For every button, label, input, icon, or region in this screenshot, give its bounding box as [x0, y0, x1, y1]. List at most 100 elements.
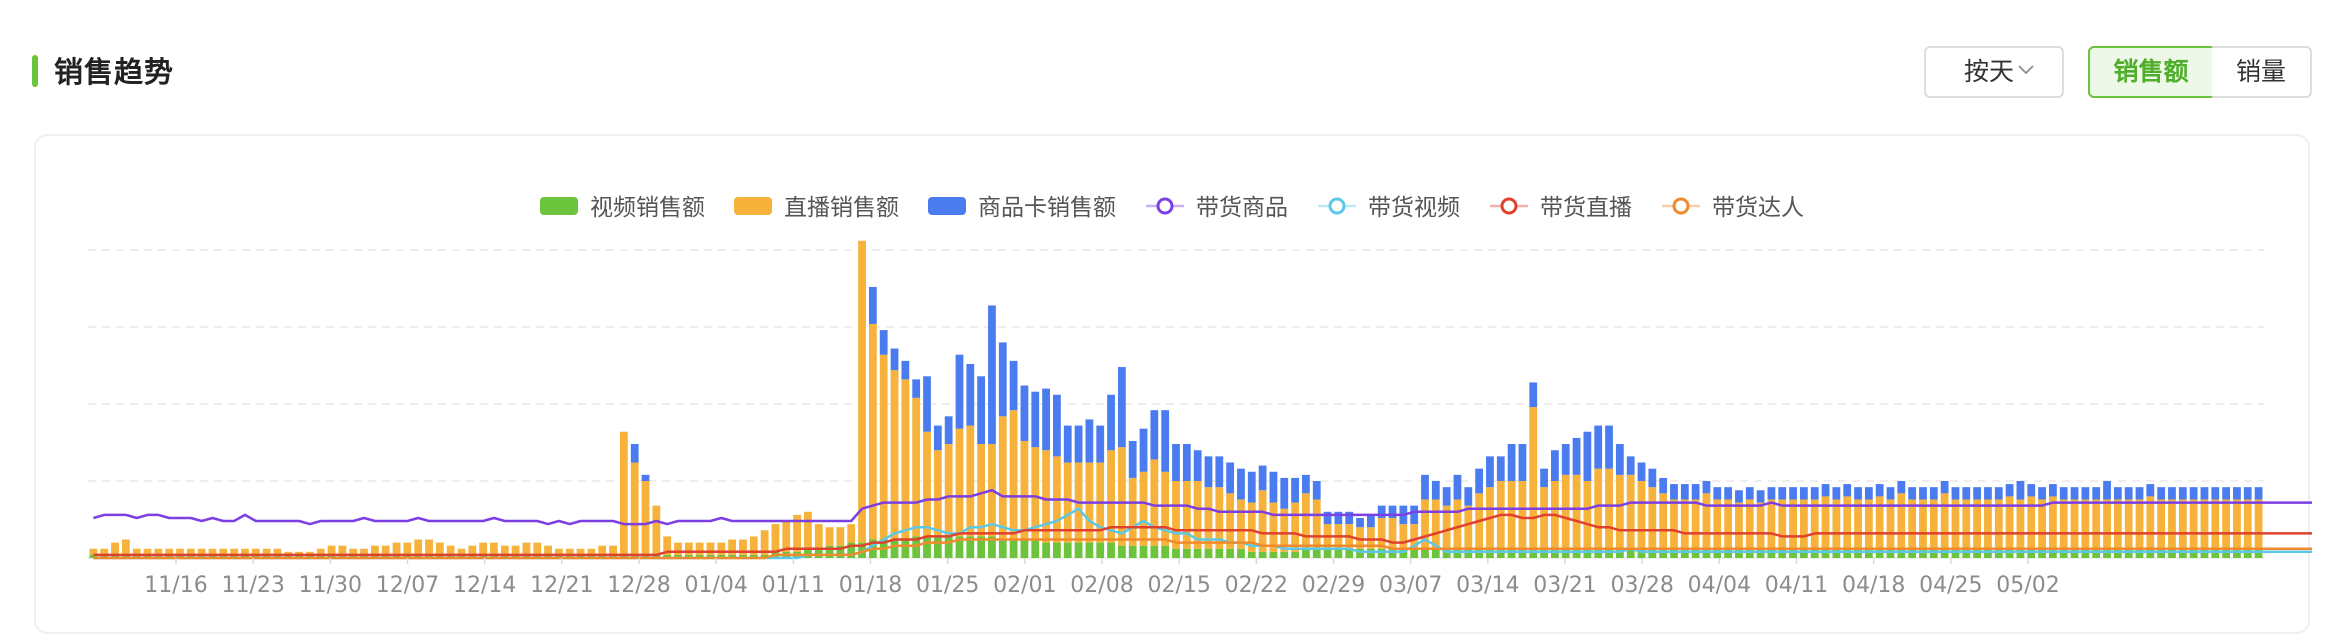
- bar-segment-3: [1962, 487, 1971, 500]
- bar-segment-2: [1670, 499, 1678, 549]
- bar-segment-3: [1496, 456, 1505, 481]
- bar-segment-2: [1269, 502, 1278, 552]
- legend-label: 带货视频: [1368, 195, 1460, 221]
- bar-segment-3: [1864, 487, 1873, 500]
- bar-segment-2: [143, 548, 152, 555]
- bar-segment-3: [1345, 511, 1354, 525]
- bar-segment-2: [1919, 499, 1927, 549]
- bar-segment-2: [598, 545, 607, 555]
- bar-segment-3: [1908, 487, 1917, 500]
- bar-segment-1: [1615, 548, 1624, 558]
- x-tick-label: 03/21: [1533, 573, 1596, 598]
- bar-segment-2: [1800, 499, 1808, 549]
- page-title: 销售趋势: [54, 55, 175, 89]
- bar-segment-1: [1475, 548, 1484, 558]
- bar-segment-1: [490, 554, 498, 558]
- legend-item: 商品卡销售额: [928, 195, 1116, 221]
- bar-segment-1: [1919, 548, 1927, 558]
- legend-item: 视频销售额: [540, 195, 705, 221]
- bar-segment-2: [1421, 499, 1429, 549]
- bar-segment-1: [2168, 548, 2176, 558]
- bar-segment-2: [2243, 499, 2252, 549]
- bar-segment-2: [370, 545, 379, 555]
- bar-segment-2: [814, 524, 823, 549]
- period-select[interactable]: 按天: [1924, 46, 2064, 98]
- bar-segment-2: [208, 548, 217, 555]
- bar-segment-3: [1854, 487, 1862, 500]
- bar-segment-2: [446, 545, 455, 555]
- bar-segment-1: [1096, 542, 1105, 558]
- bar-segment-3: [1031, 391, 1040, 448]
- bar-segment-2: [1572, 474, 1581, 549]
- bar-segment-1: [1594, 548, 1603, 558]
- bar-segment-2: [1713, 499, 1722, 549]
- bar-segment-2: [1994, 499, 2003, 549]
- bar-segment-2: [1940, 493, 1949, 549]
- bar-segment-1: [1572, 548, 1581, 558]
- bar-segment-1: [316, 554, 325, 558]
- bar-segment-1: [1540, 548, 1548, 558]
- bar-segment-1: [522, 554, 531, 558]
- bar-segment-3: [933, 425, 942, 451]
- bar-segment-1: [414, 554, 423, 558]
- bar-segment-1: [241, 554, 249, 558]
- sales-trend-chart-card: 11/16 11/23 11/30 12/07 12/14 12/21 12/28 01/04…: [34, 134, 2312, 634]
- x-tick-label: 02/01: [993, 573, 1056, 598]
- bar-segment-3: [2070, 487, 2079, 500]
- bar-segment-2: [1204, 487, 1213, 549]
- bar-segment-3: [1594, 425, 1603, 469]
- metric-toggle-sales-amount[interactable]: 销售额: [2088, 46, 2214, 98]
- bar-segment-2: [847, 524, 856, 543]
- bar-segment-1: [1464, 548, 1473, 558]
- bar-segment-1: [295, 554, 303, 558]
- metric-toggle-sales-volume[interactable]: 销量: [2212, 46, 2312, 98]
- x-tick-label: 05/02: [1996, 573, 2059, 598]
- bar-segment-1: [2157, 548, 2166, 558]
- bar-segment-3: [1507, 444, 1516, 481]
- bar-segment-1: [262, 554, 271, 558]
- bar-segment-1: [1323, 548, 1332, 558]
- bar-segment-2: [1756, 502, 1765, 549]
- bar-segment-3: [868, 286, 877, 324]
- bar-segment-1: [2200, 548, 2209, 558]
- bar-segment-1: [2049, 548, 2057, 558]
- bar-segment-2: [2092, 499, 2101, 549]
- bar-segment-2: [2027, 496, 2036, 549]
- x-tick-label: 02/15: [1147, 573, 1210, 598]
- bar-segment-1: [100, 554, 109, 558]
- bar-segment-2: [435, 542, 444, 555]
- bar-segment-2: [479, 542, 488, 555]
- bar-segment-1: [1031, 539, 1040, 558]
- bar-segment-2: [1128, 477, 1137, 546]
- bar-segment-3: [1919, 487, 1927, 500]
- bar-segment-2: [1929, 499, 1938, 549]
- legend-label: 直播销售额: [784, 195, 899, 221]
- bar-segment-1: [706, 554, 715, 558]
- bar-segment-2: [403, 542, 412, 555]
- bar-segment-1: [2146, 548, 2155, 558]
- bar-segment-3: [890, 348, 899, 371]
- bar-segment-3: [2049, 484, 2057, 497]
- bar-segment-1: [858, 542, 866, 558]
- bar-segment-2: [1984, 499, 1992, 549]
- bar-segment-1: [479, 554, 488, 558]
- bar-segment-2: [1691, 499, 1700, 549]
- chart-legend: 视频销售额 直播销售额 商品卡销售额 带货商品 带货视频 带货直播 带货达人: [540, 195, 1804, 221]
- bar-segment-3: [1150, 410, 1159, 460]
- bar-segment-1: [1074, 542, 1083, 558]
- bar-segment-3: [1280, 477, 1289, 509]
- bar-segment-2: [425, 539, 433, 555]
- bar-segment-1: [1388, 548, 1397, 558]
- bar-segment-1: [403, 554, 412, 558]
- bar-segment-1: [1356, 548, 1364, 558]
- bar-segment-1: [1886, 548, 1895, 558]
- bar-segment-2: [381, 545, 390, 555]
- bar-segment-1: [1800, 548, 1808, 558]
- bar-segment-3: [1561, 444, 1570, 475]
- bar-segment-3: [1117, 367, 1126, 448]
- bar-segment-1: [2222, 548, 2230, 558]
- bar-segment-1: [944, 536, 953, 558]
- bar-segment-2: [912, 397, 921, 537]
- bar-segment-1: [630, 554, 639, 558]
- bar-segment-3: [1875, 484, 1884, 497]
